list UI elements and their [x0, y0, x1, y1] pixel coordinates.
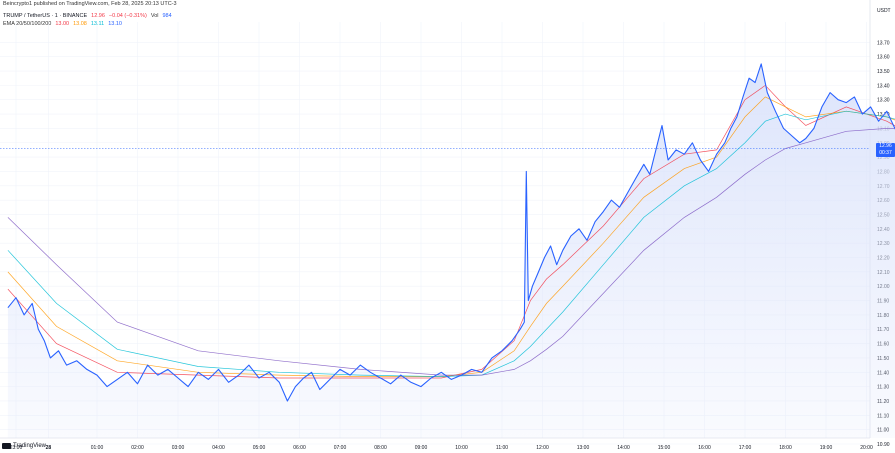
ema200-line: [7, 128, 895, 376]
x-tick-label: 16:00: [698, 445, 711, 451]
x-tick-label: 04:00: [212, 445, 225, 451]
symbol-row: TRUMP / TetherUS · 1 · BINANCE 12.96 −0.…: [3, 12, 172, 20]
ema20-value: 13.00: [55, 21, 70, 27]
ema50-value: 13.08: [73, 21, 87, 27]
x-tick-label: 15:00: [658, 445, 671, 451]
x-tick-label: 02:00: [131, 445, 144, 451]
x-tick-label: 01:00: [91, 445, 104, 451]
y-tick-label: 10.90: [877, 442, 890, 448]
y-tick-label: 13.30: [877, 98, 890, 104]
ema-label[interactable]: EMA 20/50/100/200: [3, 21, 52, 27]
ema200-value: 13.10: [108, 21, 122, 27]
x-tick-label: 12:00: [536, 445, 549, 451]
y-tick-label: 13.40: [877, 83, 890, 89]
chart-legend: TRUMP / TetherUS · 1 · BINANCE 12.96 −0.…: [3, 12, 172, 28]
x-tick-label: 07:00: [334, 445, 347, 451]
x-tick-label: 20:00: [860, 445, 873, 451]
ema20-line: [7, 84, 895, 379]
tradingview-mark-icon: [2, 443, 11, 449]
last-price: 12.96: [91, 13, 105, 19]
x-tick-label: 14:00: [617, 445, 630, 451]
x-tick-label: 18:00: [779, 445, 792, 451]
x-tick-label: 17:00: [739, 445, 752, 451]
last-price-badge-value: 12.96: [879, 143, 892, 150]
last-price-badge: 12.96 00:37: [876, 143, 895, 158]
price-area: [7, 63, 895, 438]
price-line: [7, 63, 895, 402]
publish-bar: Beincrypto1 published on TradingView.com…: [0, 0, 895, 10]
volume-value: 984: [162, 13, 172, 19]
currency-label: USDT: [877, 8, 891, 14]
last-price-badge-time: 00:37: [879, 150, 892, 157]
ema100-line: [7, 110, 895, 377]
y-tick-label: 13.50: [877, 69, 890, 75]
x-tick-label: 03:00: [172, 445, 185, 451]
volume-label: Vol: [150, 13, 159, 19]
x-tick-label: 08:00: [374, 445, 387, 451]
x-tick-label: 10:00: [455, 445, 468, 451]
x-tick-label: 13:00: [577, 445, 590, 451]
symbol-title[interactable]: TRUMP / TetherUS · 1 · BINANCE: [3, 13, 88, 19]
ema100-value: 13.11: [90, 21, 105, 27]
x-tick-label: 11:00: [496, 445, 508, 451]
tradingview-brand: TradingView: [13, 443, 47, 449]
tradingview-logo[interactable]: TradingView: [2, 443, 46, 449]
x-tick-label: 06:00: [293, 445, 306, 451]
ema50-line: [7, 96, 895, 377]
x-tick-label: 19:00: [820, 445, 833, 451]
x-tick-label: 23:00: [10, 445, 23, 451]
x-tick-label: 05:00: [253, 445, 266, 451]
y-tick-label: 13.60: [877, 55, 890, 61]
y-tick-label: 13.70: [877, 40, 890, 46]
ema-row: EMA 20/50/100/200 13.00 13.08 13.11 13.1…: [3, 20, 172, 28]
published-info: Beincrypto1 published on TradingView.com…: [3, 1, 177, 7]
x-tick-label: 28: [46, 445, 52, 451]
price-change: −0.04 (−0.31%): [108, 13, 147, 19]
x-tick-label: 09:00: [415, 445, 428, 451]
